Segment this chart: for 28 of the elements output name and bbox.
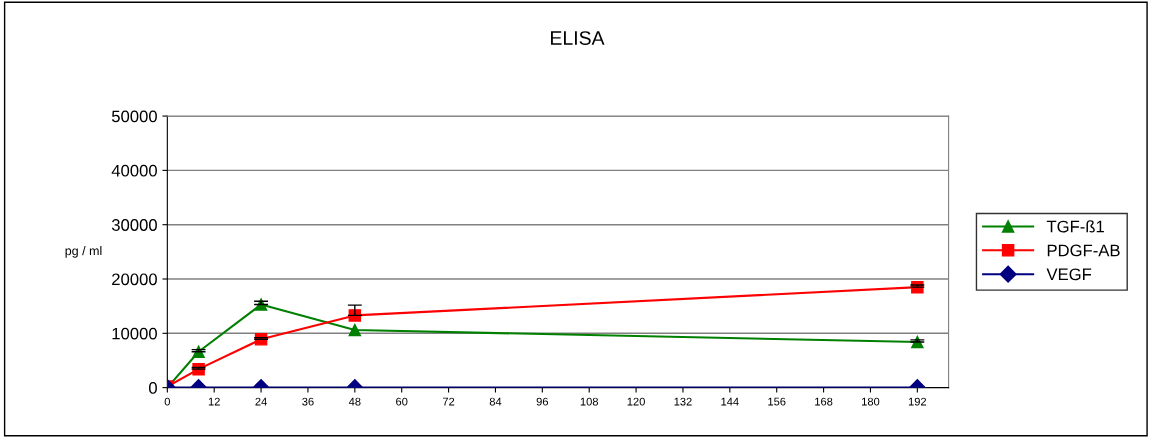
y-tick-label: 40000	[111, 164, 157, 177]
x-tick-label: 168	[815, 397, 833, 406]
legend-label: VEGF	[1046, 268, 1092, 281]
y-tick-label: 0	[148, 382, 157, 394]
x-tick-label: 120	[627, 397, 645, 406]
x-tick-label: 96	[536, 397, 549, 406]
x-tick-label: 156	[768, 397, 786, 406]
legend-label: PDGF-AB	[1047, 244, 1120, 257]
x-tick-label: 48	[348, 397, 361, 406]
x-tick-label: 108	[580, 397, 598, 406]
y-tick-label: 10000	[112, 327, 157, 340]
x-tick-label: 132	[674, 397, 692, 406]
y-axis-title: pg / ml	[65, 246, 102, 258]
x-tick-label: 144	[721, 397, 739, 406]
x-tick-label: 0	[164, 397, 170, 406]
y-tick-label: 30000	[111, 219, 157, 231]
x-tick-label: 84	[489, 397, 502, 406]
x-tick-label: 60	[396, 397, 408, 406]
x-tick-label: 72	[442, 397, 455, 406]
x-tick-label: 12	[208, 397, 220, 406]
x-tick-label: 192	[908, 397, 927, 406]
x-tick-label: 24	[255, 397, 267, 406]
legend-label: TGF-ß1	[1046, 220, 1104, 233]
chart-title: ELISA	[551, 31, 605, 45]
x-tick-label: 180	[862, 397, 880, 406]
y-tick-label: 20000	[112, 273, 157, 286]
y-tick-label: 50000	[111, 110, 157, 123]
x-tick-label: 36	[302, 397, 314, 406]
